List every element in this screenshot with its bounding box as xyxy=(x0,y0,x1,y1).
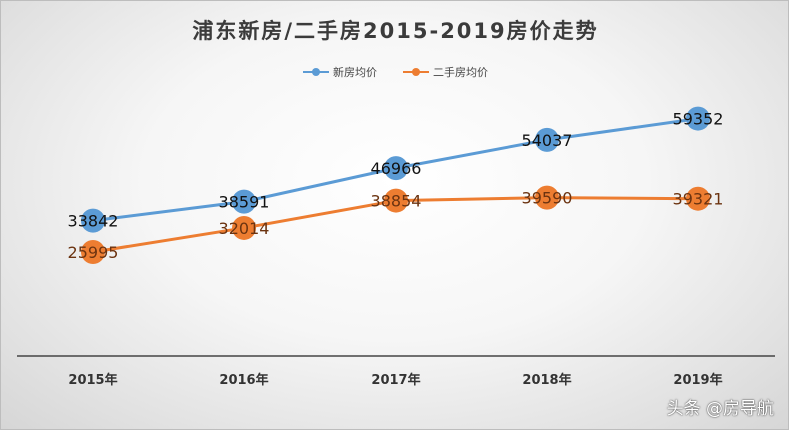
x-tick-labels: 2015年 2016年 2017年 2018年 2019年 xyxy=(68,372,722,388)
legend-item-new-house: 新房均价 xyxy=(303,64,377,80)
legend-item-second-hand: 二手房均价 xyxy=(403,64,488,80)
data-point xyxy=(81,208,105,233)
data-point xyxy=(686,186,710,211)
data-label: 54037 xyxy=(522,131,573,150)
x-tick-label: 2017年 xyxy=(371,372,420,388)
legend-swatch-new-house xyxy=(303,68,329,76)
legend-label-second-hand: 二手房均价 xyxy=(433,66,488,79)
data-point xyxy=(535,185,559,210)
legend-label-new-house: 新房均价 xyxy=(333,66,377,79)
series-layer: 33842 38591 46966 54037 59352 25995 32014 38854… xyxy=(68,106,724,265)
data-point xyxy=(535,127,559,152)
x-tick-label: 2015年 xyxy=(68,372,117,388)
x-tick-label: 2019年 xyxy=(673,372,722,388)
data-label: 46966 xyxy=(371,159,422,178)
data-label: 39321 xyxy=(673,190,724,209)
data-label: 38591 xyxy=(219,193,270,212)
data-point xyxy=(384,156,408,181)
data-label: 59352 xyxy=(673,110,724,129)
chart-title: 浦东新房/二手房2015-2019房价走势 xyxy=(192,19,599,43)
data-label: 25995 xyxy=(68,243,119,262)
data-point xyxy=(686,106,710,131)
data-point xyxy=(232,189,256,214)
watermark: 头条 @房导航 xyxy=(666,399,774,419)
data-label: 33842 xyxy=(68,212,119,231)
x-tick-label: 2016年 xyxy=(219,372,268,388)
data-point xyxy=(232,215,256,240)
data-point xyxy=(384,188,408,213)
legend-swatch-second-hand xyxy=(403,68,429,76)
data-label: 39590 xyxy=(522,189,573,208)
x-tick-label: 2018年 xyxy=(522,372,571,388)
data-label: 38854 xyxy=(371,192,422,211)
chart-legend: 新房均价 二手房均价 xyxy=(1,64,789,80)
data-point xyxy=(81,240,105,265)
data-label: 32014 xyxy=(219,219,270,238)
